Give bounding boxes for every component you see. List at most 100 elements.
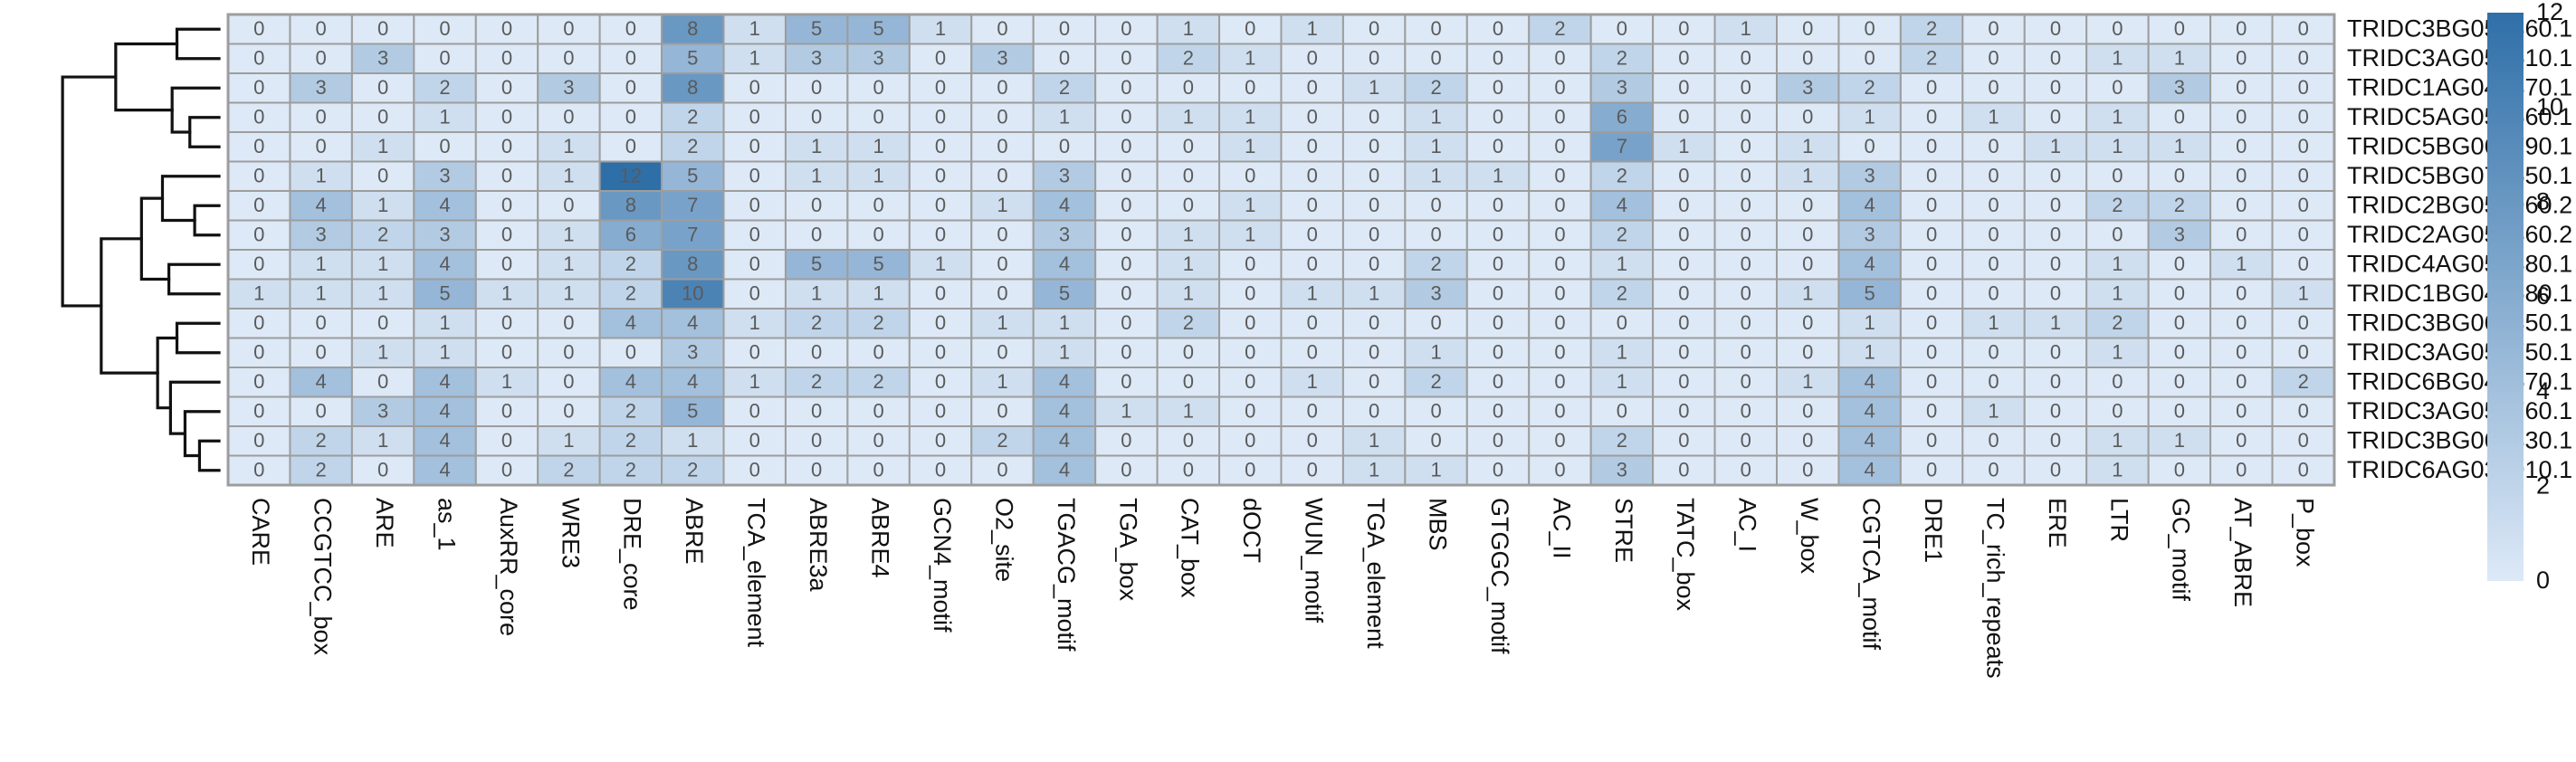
dendrogram-branch (188, 116, 221, 148)
cell-value-label: 0 (1554, 370, 1565, 393)
cell-value-label: 0 (1554, 400, 1565, 423)
cell-value-label: 1 (749, 17, 760, 40)
cell-value-label: 0 (935, 194, 946, 216)
heatmap-cell (1404, 454, 1468, 486)
cell-value-label: 0 (253, 106, 264, 129)
heatmap-cell (2147, 101, 2212, 133)
cell-value-label: 0 (501, 311, 512, 334)
heatmap-cell (1094, 190, 1159, 222)
row-label: TRIDC3AG054760.1 (2347, 397, 2572, 424)
cell-value-label: 0 (1307, 165, 1318, 187)
heatmap-cell (1032, 72, 1097, 104)
cell-value-label: 0 (1617, 400, 1627, 423)
heatmap-cell (1961, 308, 2026, 339)
cell-value-label: 0 (1988, 165, 1999, 187)
cell-value-label: 0 (2298, 459, 2309, 481)
cell-value-label: 2 (1059, 76, 1070, 99)
cell-value-label: 0 (749, 252, 760, 275)
row-dendrogram (61, 27, 221, 472)
cell-value-label: 0 (1678, 370, 1689, 393)
cell-value-label: 0 (811, 224, 822, 246)
heatmap-cell (1589, 72, 1655, 104)
heatmap-cell (1713, 249, 1779, 281)
cell-value-label: 4 (1865, 370, 1875, 393)
heatmap-cell (1465, 308, 1531, 339)
cell-value-label: 0 (2050, 47, 2061, 70)
cell-value-label: 0 (563, 311, 574, 334)
dendrogram-branch (197, 439, 221, 472)
cell-value-label: 0 (997, 224, 1007, 246)
cell-value-label: 0 (1988, 282, 1999, 305)
cell-value-label: 0 (377, 76, 388, 99)
cell-value-label: 0 (2174, 282, 2185, 305)
heatmap-cell (1218, 425, 1283, 457)
cell-value-label: 0 (1121, 165, 1131, 187)
row-label: TRIDC5BG077550.1 (2347, 162, 2572, 189)
cell-value-label: 1 (2112, 252, 2123, 275)
cell-value-label: 0 (2174, 106, 2185, 129)
cell-value-label: 1 (563, 224, 574, 246)
cell-value-label: 2 (1430, 252, 1441, 275)
column-label: GC_motif (2168, 498, 2195, 602)
heatmap-cell (1465, 454, 1531, 486)
cell-value-label: 0 (2050, 341, 2061, 364)
cell-value-label: 1 (873, 135, 883, 157)
heatmap-cell (1713, 395, 1779, 427)
heatmap-cell (289, 43, 353, 74)
heatmap-cell (1341, 219, 1407, 251)
heatmap-cell (1341, 454, 1407, 486)
heatmap-cell (908, 131, 973, 163)
heatmap-cell (970, 72, 1035, 104)
heatmap-cell (2085, 367, 2150, 398)
cell-value-label: 0 (1926, 194, 1937, 216)
heatmap-cell (661, 395, 725, 427)
cell-value-label: 1 (935, 17, 946, 40)
cell-value-label: 0 (2174, 370, 2185, 393)
cell-value-label: 0 (811, 341, 822, 364)
cell-value-label: 4 (1059, 429, 1070, 452)
cell-value-label: 1 (501, 282, 512, 305)
heatmap-cell (722, 395, 787, 427)
cell-value-label: 0 (1245, 370, 1255, 393)
heatmap-cell (1032, 43, 1097, 74)
dendrogram-branch (193, 204, 221, 237)
cell-value-label: 0 (316, 106, 327, 129)
cell-value-label: 2 (1430, 76, 1441, 99)
heatmap-cell (661, 101, 725, 133)
cell-value-label: 0 (2236, 17, 2247, 40)
heatmap-cell (1465, 160, 1531, 192)
cell-value-label: 1 (1430, 165, 1441, 187)
cell-value-label: 0 (2298, 341, 2309, 364)
cell-value-label: 0 (997, 252, 1007, 275)
cell-value-label: 0 (935, 459, 946, 481)
cell-value-label: 1 (1369, 429, 1379, 452)
cell-value-label: 0 (749, 400, 760, 423)
heatmap-cell (1776, 160, 1840, 192)
colorbar-gradient (2487, 13, 2524, 581)
cell-value-label: 0 (1121, 282, 1131, 305)
column-label: TGA_element (1362, 498, 1389, 649)
heatmap-cell (1713, 190, 1779, 222)
cell-value-label: 0 (2236, 400, 2247, 423)
cell-value-label: 0 (1245, 400, 1255, 423)
cell-value-label: 0 (1245, 429, 1255, 452)
cell-value-label: 1 (1059, 106, 1070, 129)
cell-value-label: 0 (2236, 165, 2247, 187)
cell-value-label: 6 (1617, 106, 1627, 129)
cell-value-label: 1 (1245, 106, 1255, 129)
cell-value-label: 2 (625, 400, 636, 423)
cell-value-label: 4 (439, 252, 450, 275)
cell-value-label: 3 (997, 47, 1007, 70)
cell-value-label: 1 (1865, 106, 1875, 129)
cell-value-label: 2 (2174, 194, 2185, 216)
cell-value-label: 1 (873, 165, 883, 187)
cell-value-label: 3 (439, 224, 450, 246)
cell-value-label: 4 (316, 370, 327, 393)
row-label: TRIDC4AG052880.1 (2347, 250, 2572, 277)
cell-value-label: 0 (2174, 252, 2185, 275)
cell-value-label: 1 (1430, 106, 1441, 129)
cell-value-label: 0 (1369, 17, 1379, 40)
heatmap-cell (350, 131, 415, 163)
cell-value-label: 0 (1307, 459, 1318, 481)
